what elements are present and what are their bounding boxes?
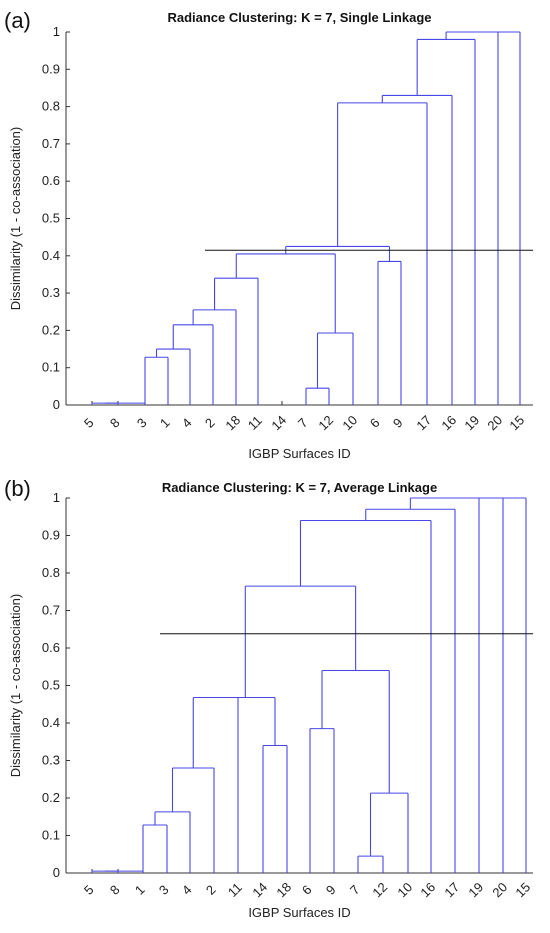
x-tick-label: 16 — [438, 412, 459, 433]
x-tick-label: 3 — [134, 415, 150, 431]
y-tick-label: 0.3 — [42, 285, 60, 300]
y-tick-label: 0.4 — [42, 715, 60, 730]
x-tick-label: 10 — [339, 412, 360, 433]
x-tick-label: 7 — [347, 882, 363, 898]
x-tick-label: 10 — [394, 879, 415, 900]
y-tick-label: 0.8 — [42, 99, 60, 114]
x-tick-label: 3 — [156, 882, 172, 898]
y-tick-label: 0.6 — [42, 640, 60, 655]
x-tick-label: 9 — [390, 415, 406, 431]
y-tick-label: 0.2 — [42, 322, 60, 337]
x-tick-label: 4 — [179, 882, 195, 898]
y-tick-label: 0.8 — [42, 565, 60, 580]
y-tick-label: 0.1 — [42, 828, 60, 843]
y-tick-label: 1 — [53, 490, 60, 505]
y-tick-label: 0 — [53, 397, 60, 412]
x-tick-label: 6 — [367, 415, 383, 431]
x-tick-label: 11 — [225, 880, 245, 900]
y-tick-label: 0.4 — [42, 248, 60, 263]
chart-title: Radiance Clustering: K = 7, Average Link… — [162, 480, 437, 495]
y-tick-label: 0.3 — [42, 753, 60, 768]
x-tick-label: 11 — [245, 413, 265, 433]
x-tick-label: 1 — [157, 415, 173, 431]
x-tick-label: 1 — [132, 882, 148, 898]
chart-title: Radiance Clustering: K = 7, Single Linka… — [167, 10, 431, 25]
y-tick-label: 0.7 — [42, 603, 60, 618]
y-tick-label: 0.7 — [42, 136, 60, 151]
x-tick-label: 8 — [107, 882, 123, 898]
x-tick-label: 20 — [484, 412, 505, 433]
x-tick-label: 5 — [81, 882, 97, 898]
x-tick-label: 14 — [249, 879, 270, 900]
y-tick-label: 0.1 — [42, 360, 60, 375]
x-tick-label: 7 — [295, 415, 311, 431]
x-tick-label: 16 — [417, 879, 438, 900]
y-tick-label: 0.6 — [42, 173, 60, 188]
x-tick-label: 9 — [323, 882, 339, 898]
y-tick-label: 0.9 — [42, 528, 60, 543]
y-tick-label: 1 — [53, 24, 60, 39]
x-tick-label: 19 — [461, 412, 482, 433]
y-tick-label: 0.9 — [42, 61, 60, 76]
x-tick-label: 8 — [107, 415, 123, 431]
x-axis-label: IGBP Surfaces ID — [248, 446, 350, 461]
y-tick-label: 0.2 — [42, 790, 60, 805]
y-axis-label: Dissimilarity (1 - co-association) — [8, 594, 23, 777]
x-tick-label: 4 — [179, 415, 195, 431]
x-axis-label: IGBP Surfaces ID — [248, 905, 350, 920]
panel-label: (a) — [4, 8, 31, 33]
x-tick-label: 19 — [465, 879, 486, 900]
x-tick-label: 5 — [81, 415, 97, 431]
x-tick-label: 2 — [202, 415, 218, 431]
x-tick-label: 6 — [299, 882, 315, 898]
x-tick-label: 17 — [413, 412, 434, 433]
x-tick-label: 12 — [315, 412, 336, 433]
x-tick-label: 20 — [489, 879, 510, 900]
x-tick-label: 12 — [369, 879, 390, 900]
x-tick-label: 15 — [506, 412, 527, 433]
x-tick-label: 18 — [222, 412, 243, 433]
y-tick-label: 0.5 — [42, 211, 60, 226]
x-tick-label: 2 — [203, 882, 219, 898]
panel-label: (b) — [4, 476, 31, 501]
x-tick-label: 17 — [441, 879, 462, 900]
y-tick-label: 0.5 — [42, 678, 60, 693]
y-axis-label: Dissimilarity (1 - co-association) — [8, 127, 23, 310]
x-tick-label: 15 — [512, 879, 533, 900]
x-tick-label: 14 — [268, 412, 289, 433]
x-tick-label: 18 — [273, 879, 294, 900]
y-tick-label: 0 — [53, 865, 60, 880]
